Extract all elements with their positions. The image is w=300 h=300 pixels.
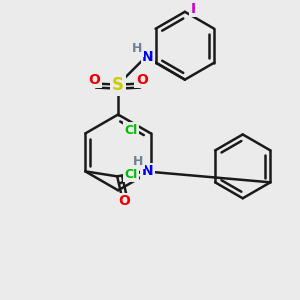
Text: O: O xyxy=(136,73,148,87)
Text: S: S xyxy=(112,76,124,94)
Text: O: O xyxy=(118,194,130,208)
Text: Cl: Cl xyxy=(124,168,138,181)
Text: H: H xyxy=(132,42,142,55)
Text: H: H xyxy=(133,155,143,168)
Text: N: N xyxy=(141,164,153,178)
Text: N: N xyxy=(142,50,154,64)
Text: Cl: Cl xyxy=(124,124,138,137)
Text: I: I xyxy=(190,2,195,16)
Text: O: O xyxy=(88,73,100,87)
